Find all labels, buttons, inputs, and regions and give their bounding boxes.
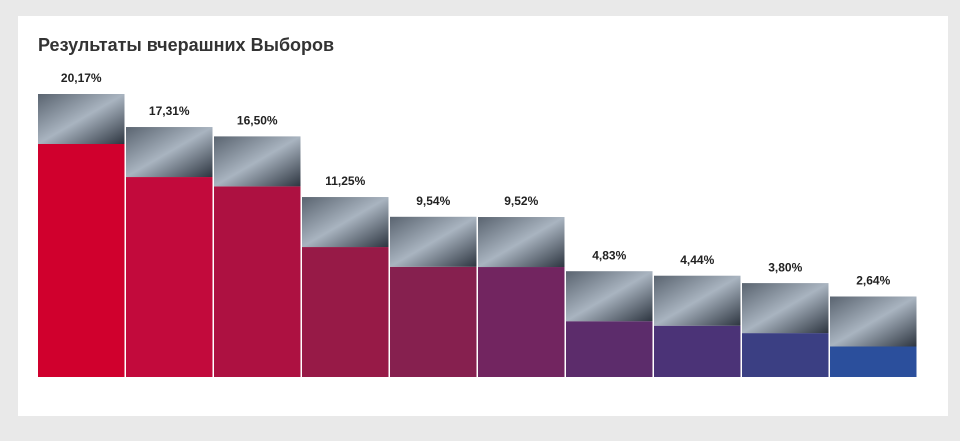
bar — [390, 266, 477, 377]
bar — [654, 325, 741, 377]
bar — [478, 267, 565, 377]
bar-photo — [38, 94, 125, 144]
value-label: 4,83% — [592, 248, 626, 262]
bar-photo — [566, 271, 653, 322]
chart-title: Результаты вчерашних Выборов — [38, 35, 334, 55]
bar-photo — [742, 283, 829, 334]
bar-photo — [214, 136, 301, 187]
value-label: 9,52% — [504, 194, 538, 208]
bar — [38, 144, 125, 377]
value-label: 16,50% — [237, 114, 278, 128]
value-label: 20,17% — [61, 71, 102, 85]
bar — [214, 186, 301, 377]
bar — [302, 247, 389, 377]
bar-photo — [302, 197, 389, 248]
value-label: 2,64% — [856, 274, 890, 288]
bar — [566, 321, 653, 377]
bar — [830, 346, 917, 377]
value-label: 9,54% — [416, 194, 450, 208]
value-label: 3,80% — [768, 260, 802, 274]
bar-photo — [830, 296, 917, 347]
value-label: 11,25% — [325, 174, 365, 188]
bar-photo — [126, 127, 213, 178]
bar — [126, 177, 213, 377]
bar-photo — [478, 217, 565, 268]
bar — [742, 333, 829, 377]
bar-photo — [390, 216, 477, 267]
value-label: 17,31% — [149, 104, 190, 118]
bar-photo — [654, 275, 741, 326]
value-label: 4,44% — [680, 253, 714, 267]
